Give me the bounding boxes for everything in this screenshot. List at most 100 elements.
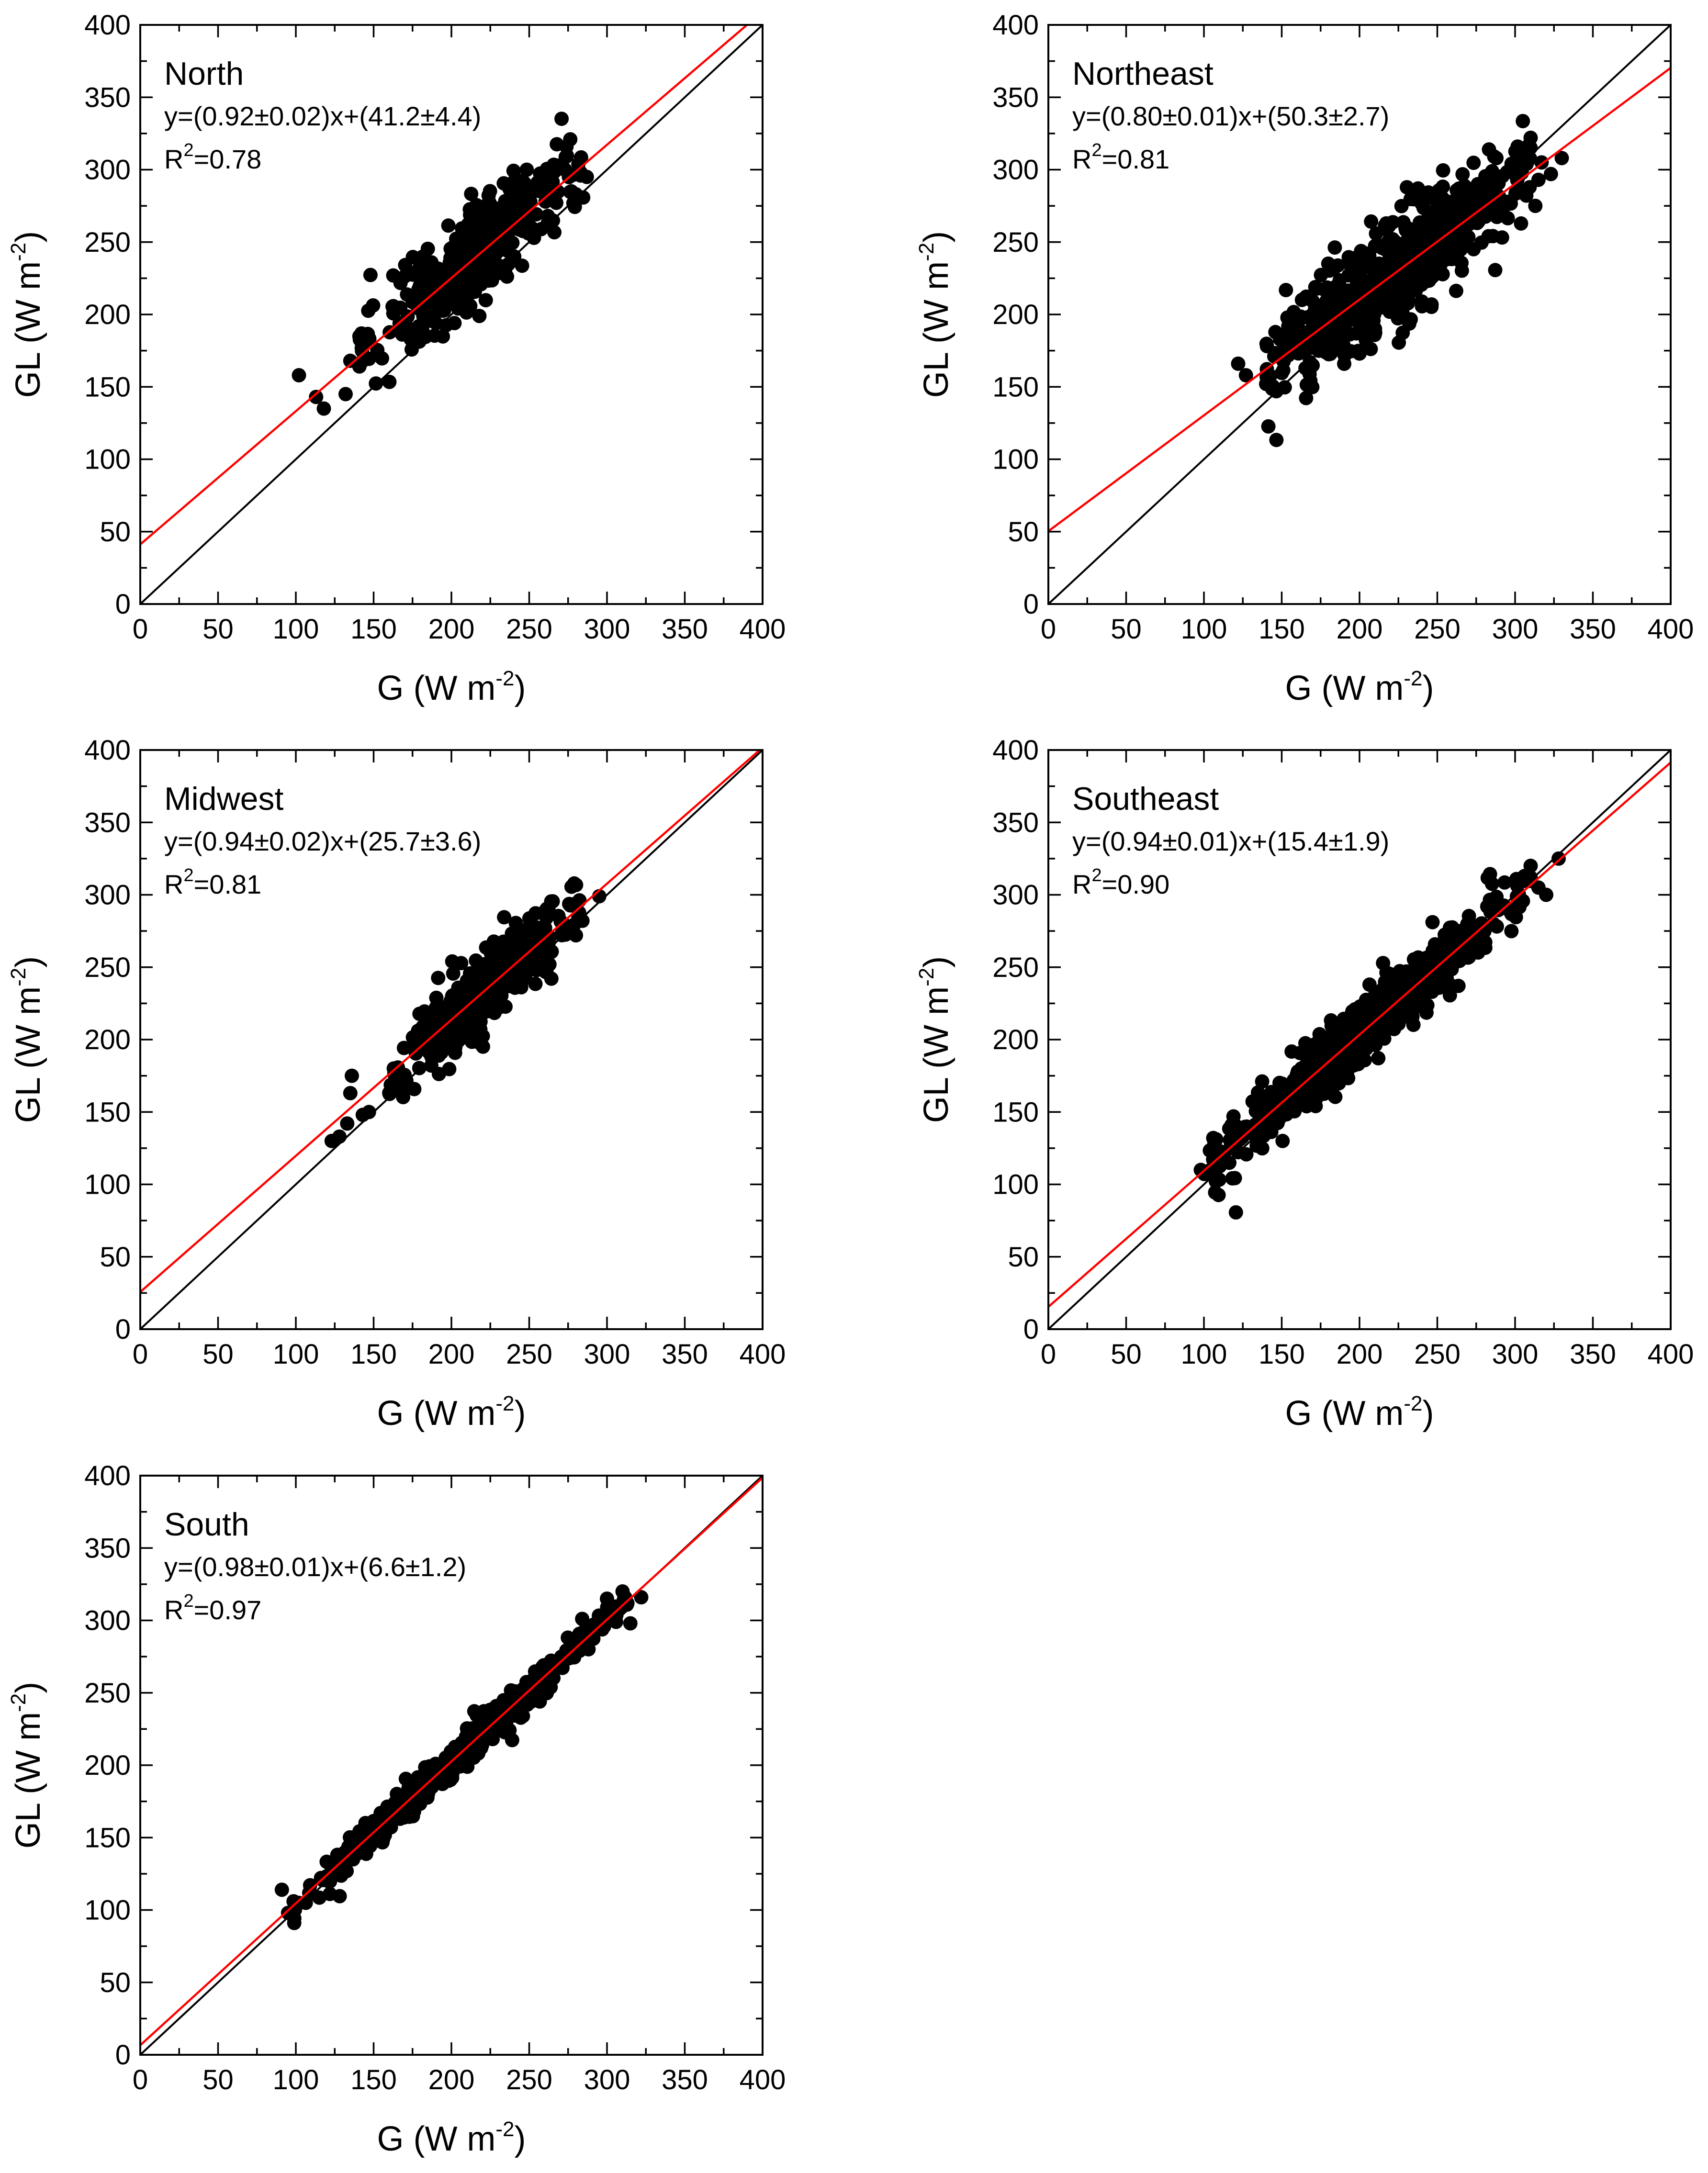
panel-southeast-equation: y=(0.94±0.01)x+(15.4±1.9) [1072,826,1389,856]
data-point [516,1709,530,1724]
x-tick-label: 150 [350,2064,397,2095]
x-tick-label: 0 [1041,1339,1056,1370]
data-point [1426,976,1441,991]
data-point [1429,201,1444,216]
data-point [472,971,487,986]
data-point [1364,214,1379,229]
data-point [1301,377,1315,392]
x-tick-label: 0 [1041,614,1056,645]
data-point [515,258,529,273]
panel-south-x-axis-title: G (W m-2) [377,2117,526,2158]
data-point [1247,1095,1261,1109]
data-point [1500,165,1515,179]
data-point [1444,235,1459,250]
data-point [441,218,456,233]
data-point [615,1584,630,1599]
data-point [634,1590,649,1605]
data-point [448,1040,463,1055]
data-point [1423,213,1438,228]
data-point [1374,268,1388,283]
x-tick-label: 400 [740,2064,786,2095]
data-point [1517,184,1531,198]
data-point [1297,1091,1312,1106]
data-point [393,276,408,291]
data-point [1279,283,1293,297]
panel-south-equation: y=(0.98±0.01)x+(6.6±1.2) [164,1552,466,1582]
panel-north-r-squared: R2=0.78 [164,140,261,174]
data-point [363,268,378,282]
data-point [303,1878,317,1893]
data-point [469,953,483,968]
data-point [542,930,557,944]
data-point [445,954,460,969]
data-point [516,216,531,231]
x-tick-label: 200 [1337,614,1383,645]
data-point [440,1008,455,1023]
data-point [1325,1048,1339,1063]
panel-northeast-points [1231,114,1569,448]
data-point [1371,1003,1385,1018]
y-tick-label: 400 [84,10,131,41]
data-point [338,387,353,402]
data-point [1504,196,1518,211]
y-tick-label: 200 [84,1750,131,1781]
y-tick-label: 0 [115,2039,131,2071]
data-point [623,1616,638,1631]
data-point [1322,263,1337,278]
panel-midwest-equation: y=(0.94±0.02)x+(25.7±3.6) [164,826,481,856]
data-point [1492,198,1506,213]
panel-southeast-points [1193,851,1566,1220]
data-point [406,267,421,282]
data-point [472,245,486,259]
data-point [1450,183,1464,198]
x-tick-label: 400 [1648,614,1694,645]
data-point [1531,172,1546,187]
y-tick-label: 150 [84,371,131,403]
data-point [1441,982,1456,997]
y-tick-label: 0 [1023,589,1039,620]
data-point [517,176,532,190]
data-point [569,928,584,943]
data-point [1401,296,1415,311]
panel-north-title: North [164,56,244,92]
panel-south-fit-line [140,1477,763,2046]
data-point [443,1749,458,1764]
data-point [1238,368,1253,382]
data-point [1310,281,1325,296]
y-tick-label: 50 [100,1967,131,1998]
data-point [450,263,465,278]
data-point [1404,312,1418,327]
panel-midwest-x-axis-title: G (W m-2) [377,1392,526,1433]
data-point [1408,283,1423,298]
data-point [483,184,497,199]
x-tick-label: 50 [202,1339,234,1370]
data-point [1400,180,1414,195]
data-point [1354,244,1369,258]
y-tick-label: 100 [992,1169,1039,1200]
data-point [427,328,442,343]
data-point [554,112,569,126]
data-point [579,169,594,184]
data-point [527,926,541,941]
data-point [556,917,571,931]
data-point [505,1733,519,1747]
panel-north-y-axis-title: GL (W m-2) [7,231,47,398]
data-point [447,278,461,292]
data-point [1342,286,1357,301]
x-tick-label: 50 [1111,1339,1142,1370]
panel-northeast-y-axis-title: GL (W m-2) [915,231,955,398]
data-point [469,270,483,285]
y-tick-label: 100 [84,1169,131,1200]
y-tick-label: 350 [992,82,1039,113]
data-point [471,221,485,235]
data-point [1277,380,1292,395]
data-point [431,971,446,986]
x-tick-label: 0 [133,2064,148,2095]
data-point [1380,985,1394,1000]
x-tick-label: 350 [662,614,708,645]
data-point [478,995,493,1010]
data-point [1396,975,1411,990]
x-tick-label: 250 [506,614,552,645]
data-point [461,240,475,255]
y-tick-label: 200 [992,299,1039,330]
